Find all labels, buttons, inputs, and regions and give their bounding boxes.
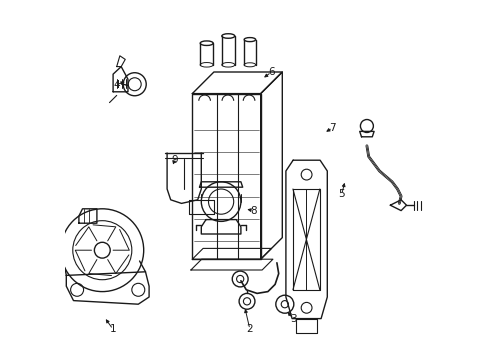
Text: 8: 8 bbox=[250, 206, 256, 216]
Text: 3: 3 bbox=[289, 314, 296, 324]
Text: 2: 2 bbox=[246, 324, 253, 334]
Text: 9: 9 bbox=[171, 155, 177, 165]
Text: 1: 1 bbox=[110, 324, 116, 334]
Text: 6: 6 bbox=[267, 67, 274, 77]
Text: 4: 4 bbox=[113, 80, 120, 90]
Text: 7: 7 bbox=[329, 123, 335, 133]
Text: 5: 5 bbox=[338, 189, 345, 199]
